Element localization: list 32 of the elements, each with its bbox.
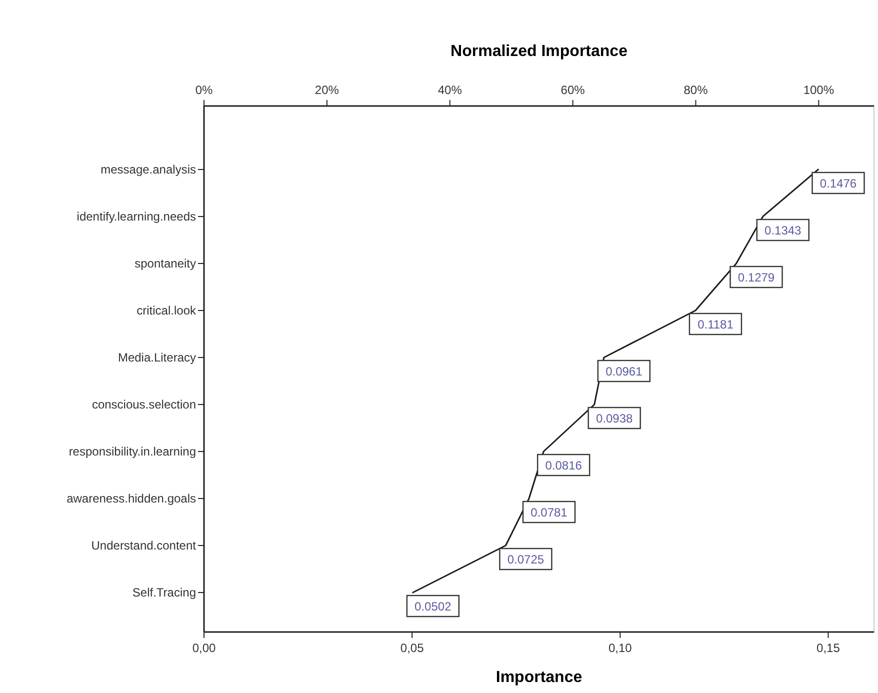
y-tick-label: awareness.hidden.goals <box>66 492 196 506</box>
data-label: 0.1181 <box>698 317 734 332</box>
y-tick-label: spontaneity <box>134 256 196 270</box>
y-tick-label: Self.Tracing <box>132 586 196 600</box>
x-tick-label: 0,00 <box>192 641 216 655</box>
data-label: 0.0961 <box>606 364 643 378</box>
data-label: 0.0502 <box>414 600 452 614</box>
x2-tick-label: 40% <box>438 83 462 97</box>
y-tick-label: conscious.selection <box>92 398 196 412</box>
y-tick-label: Understand.content <box>91 538 197 553</box>
x-tick-label: 0,05 <box>400 641 424 655</box>
x-axis-title: Importance <box>496 669 582 686</box>
data-label: 0.0938 <box>596 412 634 426</box>
x2-tick-label: 100% <box>803 83 834 97</box>
y-tick-label: identify.learning.needs <box>76 209 196 224</box>
y-tick-label: responsibility.in.learning <box>68 444 196 459</box>
data-label: 0.0781 <box>530 506 568 520</box>
x2-tick-label: 0% <box>195 83 213 97</box>
data-label: 0.0725 <box>507 552 544 567</box>
y-tick-label: Media.Literacy <box>118 350 196 364</box>
x2-tick-label: 20% <box>314 83 340 97</box>
x2-tick-label: 60% <box>560 83 586 97</box>
y-tick-label: message.analysis <box>100 162 196 176</box>
x-tick-label: 0,10 <box>608 641 632 655</box>
data-label: 0.0816 <box>545 458 582 473</box>
x2-axis-title: Normalized Importance <box>450 43 628 60</box>
x-tick-label: 0,15 <box>816 641 840 655</box>
data-label: 0.1343 <box>764 223 802 238</box>
y-tick-label: critical.look <box>136 303 197 318</box>
x2-tick-label: 80% <box>684 83 708 97</box>
data-label: 0.1476 <box>820 176 857 190</box>
data-label: 0.1279 <box>738 270 775 284</box>
